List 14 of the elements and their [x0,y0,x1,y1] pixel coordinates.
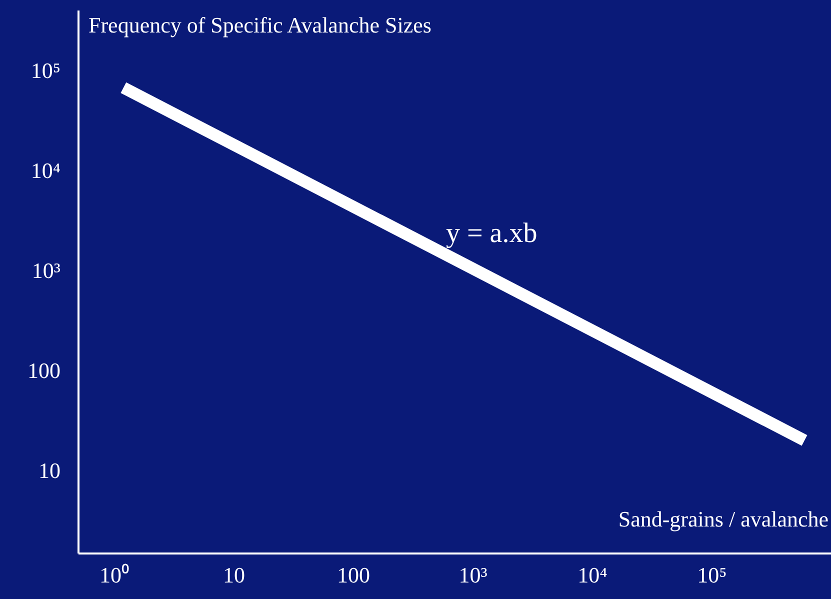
x-tick-label: 10 [222,562,245,588]
annotation: y = a.xb [446,218,538,249]
x-tick-label: 10⁵ [697,562,727,588]
y-tick-label: 10⁴ [30,158,61,183]
y-tick-label: 10³ [32,258,61,283]
x-tick-label: 10⁰ [99,562,130,588]
x-tick-label: 100 [336,562,370,588]
y-tick-label: 100 [28,358,60,383]
x-tick-label: 10³ [458,562,488,588]
y-tick-label: 10 [38,458,60,484]
x-axis-title: Sand-grains / avalanche [618,506,828,532]
y-tick-label: 10⁵ [30,58,60,83]
x-tick-label: 10⁴ [578,562,608,588]
y-axis-title: Frequency of Specific Avalanche Sizes [88,12,432,38]
